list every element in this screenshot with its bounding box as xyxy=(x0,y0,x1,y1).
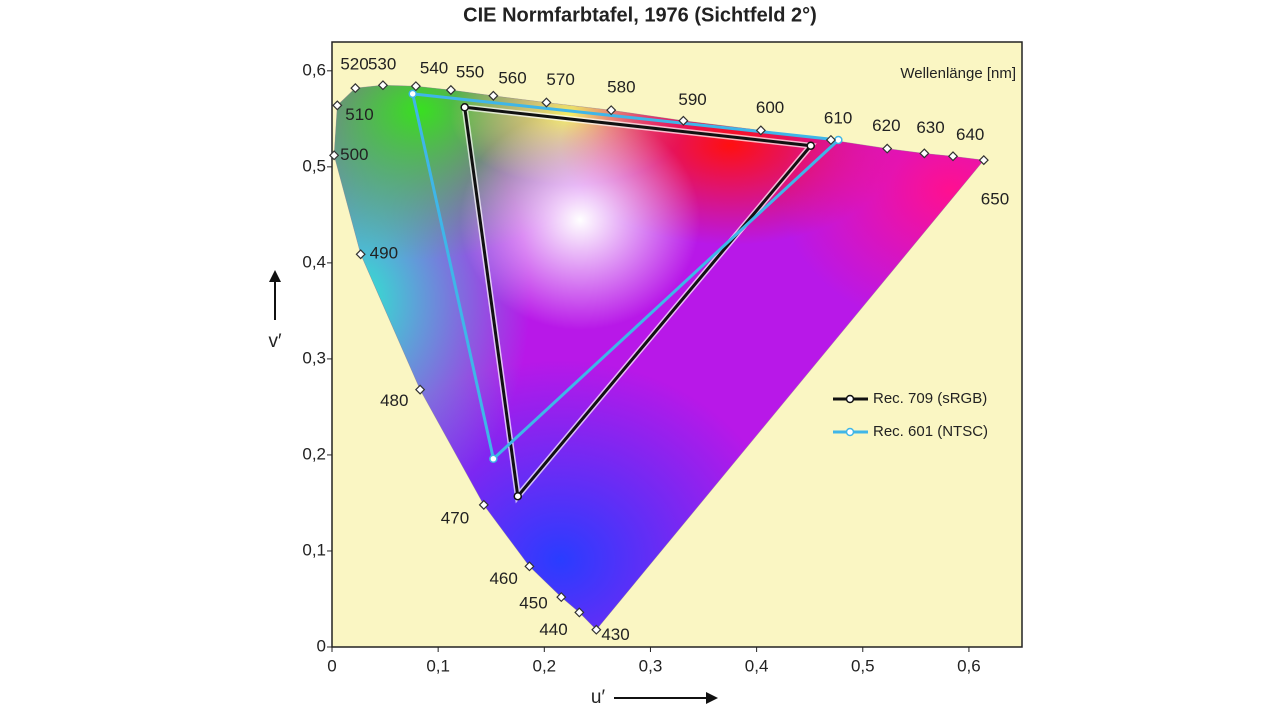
locus-marker xyxy=(445,84,456,96)
spectral-locus xyxy=(333,84,985,631)
y-arrowhead xyxy=(269,270,281,282)
locus-marker xyxy=(488,90,499,101)
wavelength-label: 580 xyxy=(607,78,635,97)
wavelength-label: 560 xyxy=(498,68,526,87)
y-tick-label: 0,1 xyxy=(302,540,326,559)
x-axis-label: u′ xyxy=(591,687,606,708)
x-tick-label: 0,4 xyxy=(745,656,769,675)
primary-point xyxy=(806,141,816,150)
y-tick-label: 0,5 xyxy=(302,156,326,175)
locus-marker xyxy=(329,150,340,161)
x-tick-label: 0,2 xyxy=(532,656,556,675)
locus-marker xyxy=(574,607,585,618)
wavelength-label: 620 xyxy=(872,116,900,135)
locus-marker xyxy=(415,384,426,395)
wavelength-label: 570 xyxy=(546,70,574,89)
primary-point xyxy=(513,491,523,501)
locus-marker xyxy=(978,155,989,166)
locus-marker xyxy=(606,105,617,116)
legend-marker xyxy=(845,394,855,404)
locus-marker xyxy=(478,499,489,510)
chart-title: CIE Normfarbtafel, 1976 (Sichtfeld 2°) xyxy=(463,4,817,26)
y-axis-label: v′ xyxy=(268,331,282,352)
primary-point xyxy=(460,103,469,112)
locus-marker xyxy=(556,591,567,603)
locus-marker xyxy=(541,97,552,108)
wavelength-label: 480 xyxy=(380,391,408,410)
locus-marker xyxy=(678,115,689,126)
gamut-triangle xyxy=(462,105,814,500)
locus-marker xyxy=(919,148,930,159)
wavelength-label: 650 xyxy=(981,190,1009,209)
locus-marker xyxy=(332,100,343,111)
primary-point xyxy=(408,89,417,99)
wavelength-label: 490 xyxy=(370,244,398,263)
x-tick-label: 0,3 xyxy=(639,656,663,675)
wavelength-label: 520 xyxy=(340,55,368,74)
y-tick-label: 0,3 xyxy=(302,348,326,367)
locus-marker xyxy=(755,125,766,136)
locus-marker xyxy=(355,249,366,260)
wavelength-label: 530 xyxy=(368,55,396,74)
wavelength-label: 450 xyxy=(519,594,547,613)
locus-marker xyxy=(591,624,602,635)
legend-marker xyxy=(845,427,855,437)
x-tick-label: 0,6 xyxy=(957,656,981,675)
locus-marker xyxy=(882,143,893,154)
locus-marker xyxy=(350,83,361,94)
wavelength-label: 500 xyxy=(340,145,368,164)
locus-marker xyxy=(377,80,389,91)
locus-marker xyxy=(524,561,535,572)
wavelength-label: 600 xyxy=(756,98,784,117)
x-arrowhead xyxy=(706,692,718,704)
wavelength-label: 590 xyxy=(678,90,706,109)
wavelength-label: 630 xyxy=(916,118,944,137)
wavelength-label: 440 xyxy=(539,620,567,639)
x-tick-label: 0,1 xyxy=(426,656,450,675)
locus-marker xyxy=(947,151,959,162)
y-tick-label: 0,4 xyxy=(302,252,326,271)
locus-marker xyxy=(825,134,837,146)
gamut-triangle xyxy=(410,92,842,462)
locus-title: Wellenlänge [nm] xyxy=(900,65,1016,82)
y-tick-label: 0,6 xyxy=(302,60,326,79)
x-tick-label: 0,5 xyxy=(851,656,875,675)
wavelength-label: 550 xyxy=(456,63,484,82)
wavelength-label: 470 xyxy=(441,508,469,527)
y-tick-label: 0,2 xyxy=(302,444,326,463)
x-tick-label: 0 xyxy=(327,656,336,675)
locus-marker xyxy=(410,81,421,92)
wavelength-label: 540 xyxy=(420,59,448,78)
primary-point xyxy=(489,454,498,464)
wavelength-label: 610 xyxy=(824,108,852,127)
y-tick-label: 0 xyxy=(317,636,326,655)
legend-label: Rec. 601 (NTSC) xyxy=(873,423,988,440)
wavelength-label: 460 xyxy=(489,569,517,588)
legend-label: Rec. 709 (sRGB) xyxy=(873,390,987,407)
gamut-white xyxy=(460,110,700,330)
wavelength-label: 510 xyxy=(345,105,373,124)
wavelength-label: 430 xyxy=(601,625,629,644)
wavelength-label: 640 xyxy=(956,125,984,144)
